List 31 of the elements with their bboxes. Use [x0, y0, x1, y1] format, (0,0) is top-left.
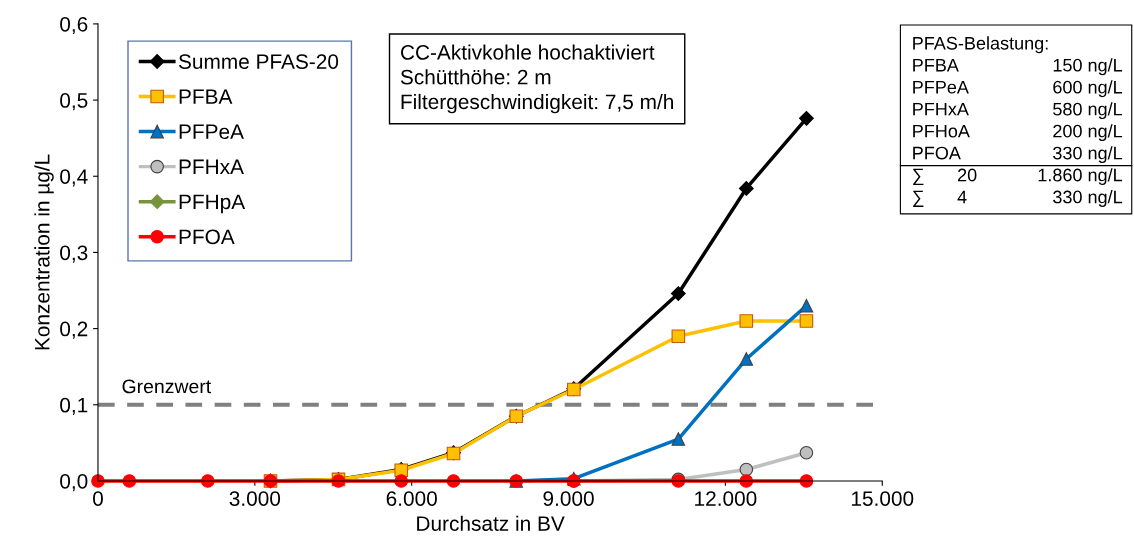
text: ∑ 20 1.860 ng/L	[913, 168, 1123, 185]
y-tick-label: 0,6	[60, 16, 88, 35]
legend-label: PFHpA	[179, 194, 246, 214]
y-axis-title: Konzentration in µg/L	[34, 154, 54, 350]
text: PFPeA 600 ng/L	[913, 80, 1123, 98]
y-tick-label: 0,5	[60, 93, 88, 111]
text: PFHxA 580 ng/L	[913, 102, 1123, 120]
legend-label: Summe PFAS-20	[178, 54, 339, 69]
y-tick-label: 0,2	[60, 321, 88, 339]
y-tick-label: 0,1	[60, 397, 88, 415]
x-tick-label: 0	[93, 491, 103, 506]
text: PFHoA 200 ng/L	[913, 124, 1123, 142]
text: PFAS-Belastung:	[913, 36, 1048, 54]
x-axis-title: Durchsatz in BV	[417, 515, 565, 531]
legend-label: PFBA	[179, 89, 233, 104]
annotation: CC-Aktivkohle hochaktiviert Schütthöhe: 2 m Filtergeschwindigkeit: 7,5 m/h	[400, 44, 673, 114]
ref-line-label: Grenzwert	[122, 379, 212, 394]
y-tick-label: 0,3	[60, 245, 88, 263]
text: PFOA 330 ng/L	[913, 146, 1123, 164]
legend-label: PFOA	[179, 229, 235, 245]
y-tick-label: 0,4	[60, 169, 88, 187]
legend-label: PFHxA	[179, 159, 244, 174]
legend-label: PFPeA	[179, 124, 244, 140]
text: ∑ 4 330 ng/L	[913, 190, 1123, 207]
x-tick-label: 15.000	[851, 491, 914, 506]
x-tick-label: 6.000	[386, 491, 437, 506]
x-tick-label: 12.000	[695, 491, 757, 506]
y-tick-label: 0,0	[60, 473, 88, 492]
x-tick-label: 9.000	[543, 491, 594, 506]
text: PFBA 150 ng/L	[913, 58, 1123, 76]
x-tick-label: 3.000	[229, 491, 281, 506]
